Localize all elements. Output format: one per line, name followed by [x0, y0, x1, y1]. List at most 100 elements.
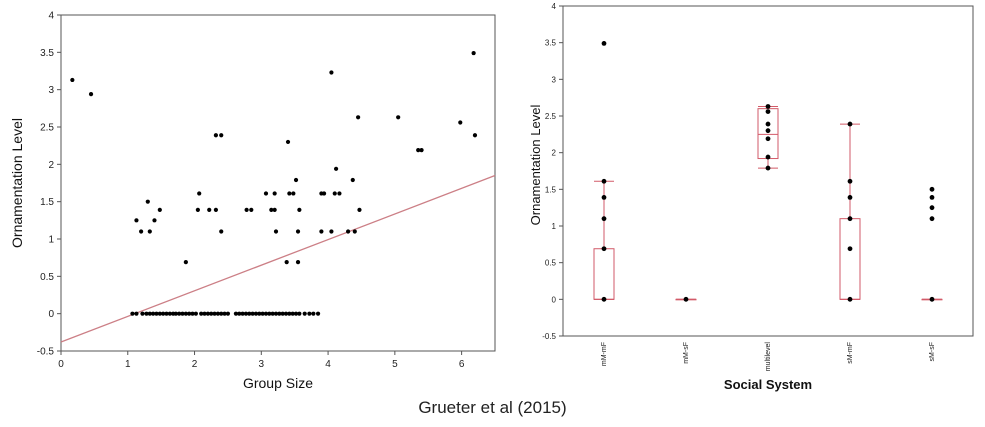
scatter-point — [151, 311, 156, 316]
scatter-point — [329, 229, 334, 234]
box-plot-point — [765, 136, 771, 142]
scatter-point — [161, 311, 166, 316]
scatter-y-ticks: -0.5 0 0.5 1 1.5 2 2.5 3 3.5 4 — [37, 11, 61, 358]
scatter-point — [346, 229, 351, 234]
scatter-point — [237, 311, 242, 316]
scatter-point — [284, 260, 289, 265]
scatter-point — [458, 120, 463, 125]
scatter-point — [293, 311, 299, 316]
scatter-point — [215, 311, 221, 316]
scatter-point — [257, 311, 262, 316]
box-plot-point — [929, 216, 935, 222]
scatter-point — [243, 311, 249, 316]
box-iqr — [839, 218, 861, 300]
scatter-point — [396, 115, 401, 120]
scatter-point — [287, 311, 292, 316]
scatter-point — [193, 311, 198, 316]
scatter-point — [272, 207, 277, 212]
scatter-point — [167, 311, 172, 316]
scatter-point — [88, 92, 94, 97]
scatter-point — [280, 311, 285, 316]
scatter-point — [180, 311, 185, 316]
scatter-point — [219, 311, 224, 316]
scatter-point — [154, 311, 159, 316]
box-plot-y-tick-label: 2.5 — [545, 112, 557, 121]
scatter-point — [291, 191, 296, 196]
scatter-x-tick-label: 6 — [459, 359, 465, 370]
box-plot-y-axis-title: Ornamentation Level — [528, 105, 543, 226]
box-plot-y-tick-label: 3 — [552, 75, 557, 84]
scatter-point — [177, 311, 182, 316]
scatter-point — [249, 207, 254, 212]
box-plot-y-tick-label: 3.5 — [545, 39, 557, 48]
box-plot-point — [765, 128, 771, 134]
scatter-x-tick-label: 3 — [259, 359, 265, 370]
scatter-point — [352, 229, 357, 234]
scatter-point — [315, 311, 321, 316]
box-plot-point — [929, 205, 935, 211]
box-plot-point — [765, 154, 771, 160]
scatter-x-tick-label: 1 — [125, 359, 131, 370]
scatter-point — [222, 311, 227, 316]
scatter-y-tick-label: -0.5 — [37, 347, 55, 358]
scatter-point — [287, 191, 292, 196]
box-plot-y-tick-label: 2 — [552, 149, 557, 158]
scatter-point — [147, 311, 152, 316]
box-plot-points — [601, 41, 935, 302]
box-plot-point — [929, 195, 935, 200]
scatter-y-tick-label: 2.5 — [40, 123, 54, 134]
box-plot-point — [765, 109, 771, 114]
scatter-point — [70, 77, 75, 83]
scatter-point — [219, 229, 224, 234]
box-plot-category-labels: mM-mF mM-sF multilevel sM-mF sM-sF — [601, 342, 936, 372]
box-plot-point — [765, 165, 771, 171]
scatter-x-tick-label: 4 — [325, 359, 331, 370]
scatter-point — [290, 311, 295, 316]
scatter-point — [134, 218, 139, 223]
scatter-x-tick-label: 5 — [392, 359, 398, 370]
box-plot-point — [765, 121, 771, 127]
box-plot-point — [847, 195, 853, 200]
scatter-point — [329, 70, 334, 75]
box-plot-x-axis-title: Social System — [724, 377, 812, 392]
scatter-point — [202, 311, 207, 316]
scatter-y-tick-label: 0 — [48, 309, 54, 320]
scatter-point — [357, 207, 362, 212]
scatter-point — [173, 311, 178, 316]
scatter-point — [297, 311, 302, 316]
scatter-point — [337, 191, 342, 196]
scatter-point — [419, 148, 424, 153]
box-plot-area — [562, 5, 974, 337]
scatter-point — [273, 311, 279, 316]
scatter-point — [260, 311, 265, 316]
scatter-point — [270, 311, 275, 316]
scatter-point — [302, 311, 307, 316]
scatter-point — [332, 191, 337, 196]
scatter-y-tick-label: 0.5 — [40, 272, 54, 283]
scatter-point — [416, 148, 421, 153]
scatter-x-tick-label: 0 — [58, 359, 64, 370]
scatter-point — [213, 207, 219, 212]
scatter-point — [139, 229, 144, 234]
scatter-point — [472, 133, 478, 138]
scatter-point — [207, 207, 212, 212]
box-plot-point — [601, 216, 607, 222]
box-plot-point — [847, 121, 853, 127]
box-plot-category-label: mM-sF — [683, 342, 690, 364]
scatter-y-axis-title: Ornamentation Level — [9, 118, 25, 248]
box-plot-point — [847, 178, 853, 184]
scatter-point — [205, 311, 210, 316]
scatter-point — [157, 207, 162, 212]
scatter-point — [267, 311, 272, 316]
box-plot-point — [847, 216, 853, 222]
scatter-y-tick-label: 1 — [48, 235, 54, 246]
scatter-point — [187, 311, 192, 316]
scatter-point — [263, 311, 269, 316]
box-plot-point — [847, 246, 853, 252]
scatter-point — [244, 207, 249, 212]
scatter-point — [250, 311, 255, 316]
scatter-point — [283, 311, 289, 316]
box-plot-y-tick-label: 1.5 — [545, 185, 557, 194]
scatter-point — [212, 311, 217, 316]
scatter-point — [157, 311, 162, 316]
